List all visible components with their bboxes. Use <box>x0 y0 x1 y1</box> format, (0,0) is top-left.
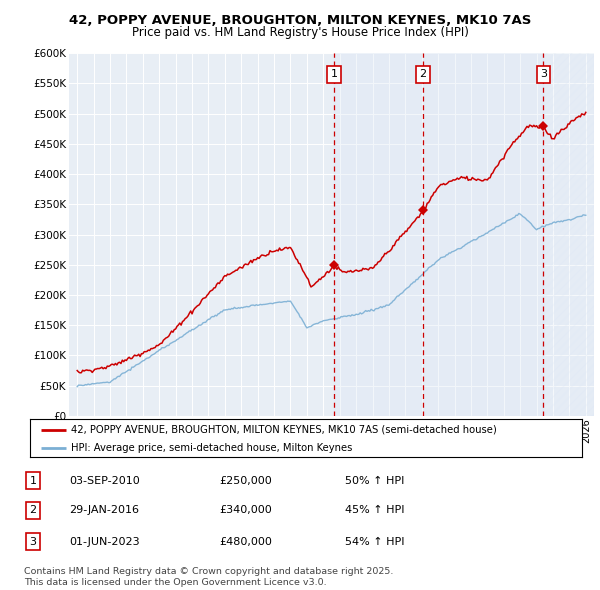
Text: 01-JUN-2023: 01-JUN-2023 <box>69 537 140 546</box>
Text: 45% ↑ HPI: 45% ↑ HPI <box>345 506 404 515</box>
Text: 2: 2 <box>29 506 37 515</box>
Text: 1: 1 <box>331 69 338 79</box>
Text: 42, POPPY AVENUE, BROUGHTON, MILTON KEYNES, MK10 7AS (semi-detached house): 42, POPPY AVENUE, BROUGHTON, MILTON KEYN… <box>71 425 497 435</box>
Text: 03-SEP-2010: 03-SEP-2010 <box>69 476 140 486</box>
Text: Price paid vs. HM Land Registry's House Price Index (HPI): Price paid vs. HM Land Registry's House … <box>131 26 469 39</box>
Text: HPI: Average price, semi-detached house, Milton Keynes: HPI: Average price, semi-detached house,… <box>71 442 353 453</box>
Text: 3: 3 <box>540 69 547 79</box>
Text: 29-JAN-2016: 29-JAN-2016 <box>69 506 139 515</box>
Text: 50% ↑ HPI: 50% ↑ HPI <box>345 476 404 486</box>
Text: £250,000: £250,000 <box>219 476 272 486</box>
Text: 1: 1 <box>29 476 37 486</box>
Text: 3: 3 <box>29 537 37 546</box>
Bar <box>334 53 544 416</box>
Text: 54% ↑ HPI: 54% ↑ HPI <box>345 537 404 546</box>
Bar <box>544 53 594 416</box>
Text: Contains HM Land Registry data © Crown copyright and database right 2025.
This d: Contains HM Land Registry data © Crown c… <box>24 568 394 586</box>
Text: 42, POPPY AVENUE, BROUGHTON, MILTON KEYNES, MK10 7AS: 42, POPPY AVENUE, BROUGHTON, MILTON KEYN… <box>69 14 531 27</box>
Text: £480,000: £480,000 <box>219 537 272 546</box>
Text: £340,000: £340,000 <box>219 506 272 515</box>
Text: 2: 2 <box>419 69 427 79</box>
